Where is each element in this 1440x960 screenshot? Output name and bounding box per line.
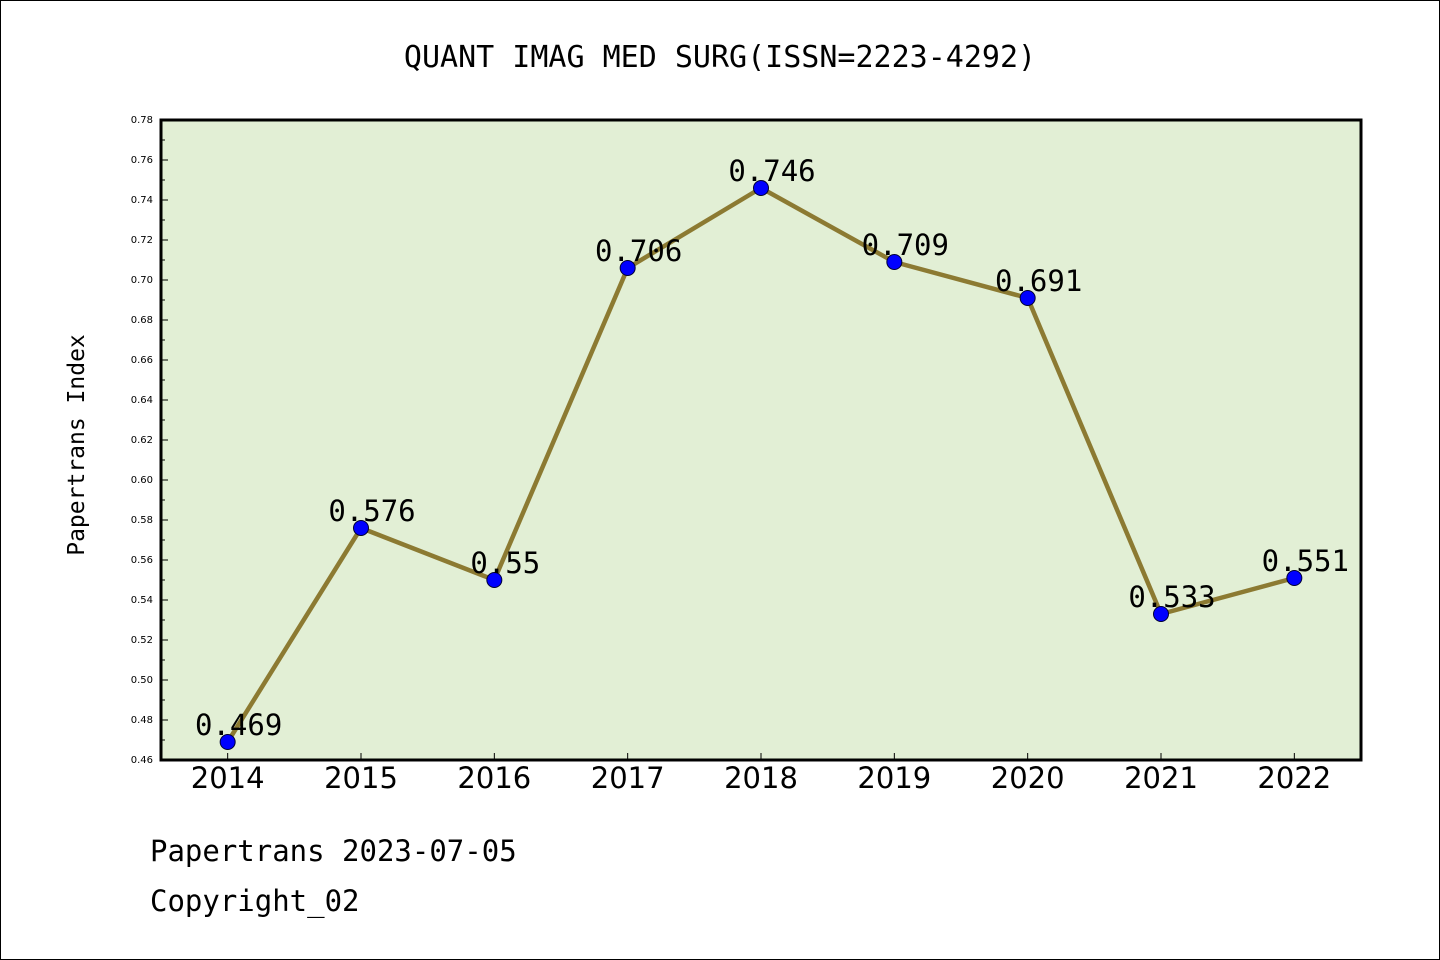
x-tick-label: 2014 <box>191 761 265 795</box>
plot-area <box>161 120 1361 760</box>
data-point <box>886 254 903 270</box>
footer-source: Papertrans 2023-07-05 <box>150 834 517 868</box>
y-tick-label: 0.62 <box>131 435 153 446</box>
y-tick-label: 0.78 <box>131 115 153 126</box>
y-tick-label: 0.64 <box>131 395 153 406</box>
chart-title: QUANT IMAG MED SURG(ISSN=2223-4292) <box>404 40 1036 75</box>
data-point <box>619 260 636 276</box>
y-tick-label: 0.50 <box>131 675 153 686</box>
plot-border <box>159 118 1363 762</box>
data-label: 0.533 <box>1128 580 1215 614</box>
y-tick-label: 0.72 <box>131 235 153 246</box>
y-tick-label: 0.70 <box>131 275 153 286</box>
x-tick-label: 2020 <box>991 761 1065 795</box>
x-tick-label: 2016 <box>457 761 531 795</box>
data-point <box>353 520 369 536</box>
footer-copyright: Copyright_02 <box>150 884 360 918</box>
data-label: 0.691 <box>995 264 1082 298</box>
data-label: 0.746 <box>728 154 815 188</box>
y-tick-label: 0.66 <box>131 355 153 366</box>
x-tick-label: 2019 <box>857 761 931 795</box>
x-tick-label: 2017 <box>591 761 665 795</box>
data-point <box>1019 290 1036 306</box>
data-label: 0.706 <box>595 234 682 268</box>
data-labels: 0.469 0.576 0.55 0.706 0.746 0.709 0.691 0.533 0… <box>195 154 1349 742</box>
y-axis: 0.46 0.48 0.50 0.52 0.54 0.56 0.58 0.60 0.62 0.64… <box>131 115 168 766</box>
data-point <box>219 734 236 750</box>
y-axis-label: Papertrans Index <box>64 334 90 556</box>
x-axis: 2014 2015 2016 2017 2018 2019 2020 2021 2022 <box>191 753 1331 795</box>
y-tick-label: 0.68 <box>131 315 153 326</box>
series-markers <box>219 180 1303 750</box>
data-label: 0.551 <box>1262 544 1349 578</box>
data-label: 0.55 <box>470 546 540 580</box>
x-tick-label: 2022 <box>1257 761 1331 795</box>
y-tick-label: 0.60 <box>131 475 153 486</box>
y-tick-label: 0.48 <box>131 715 153 726</box>
x-tick-label: 2021 <box>1124 761 1198 795</box>
data-label: 0.576 <box>328 494 415 528</box>
x-tick-label: 2015 <box>324 761 398 795</box>
y-tick-label: 0.54 <box>131 595 153 606</box>
x-tick-label: 2018 <box>724 761 798 795</box>
y-tick-label: 0.74 <box>131 195 153 206</box>
data-point <box>753 180 769 196</box>
y-tick-label: 0.46 <box>131 755 153 766</box>
data-point <box>1153 606 1169 622</box>
data-label: 0.709 <box>862 228 949 262</box>
y-tick-label: 0.58 <box>131 515 153 526</box>
data-label: 0.469 <box>195 708 282 742</box>
data-point <box>486 572 503 588</box>
y-tick-label: 0.56 <box>131 555 153 566</box>
y-tick-label: 0.52 <box>131 635 153 646</box>
y-tick-label: 0.76 <box>131 155 153 166</box>
data-point <box>1286 570 1303 586</box>
